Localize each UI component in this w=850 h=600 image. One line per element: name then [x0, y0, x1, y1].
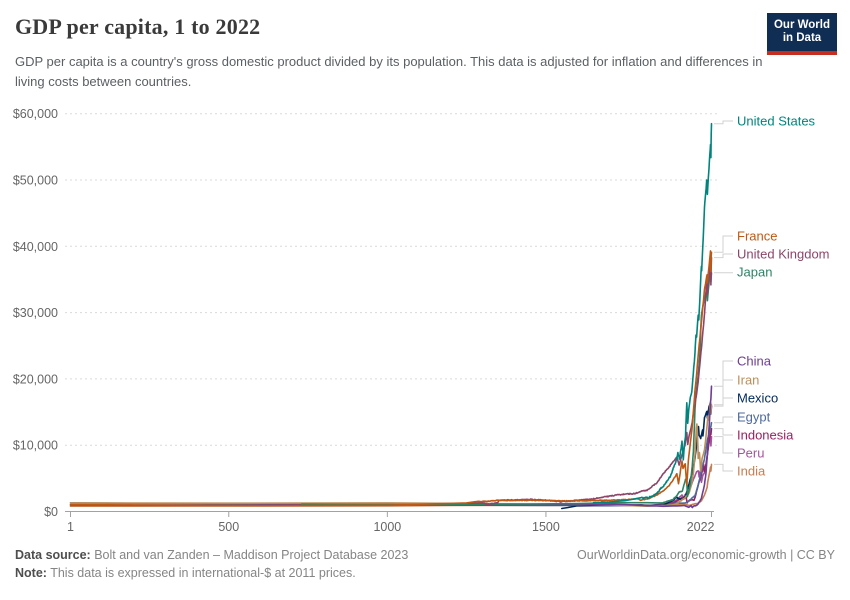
owid-logo[interactable]: Our World in Data [767, 13, 837, 55]
y-tick-label: $60,000 [13, 107, 58, 121]
label-connector-iran [714, 379, 733, 406]
series-lines [69, 122, 713, 510]
label-connector-india [714, 463, 733, 472]
x-tick-label: 1500 [532, 520, 560, 534]
line-iran[interactable] [69, 403, 713, 508]
note-line: Note: This data is expressed in internat… [15, 564, 835, 582]
x-axis: 1 500 1000 1500 2022 [65, 511, 715, 534]
y-tick-label: $30,000 [13, 306, 58, 320]
line-france[interactable] [69, 250, 713, 507]
label-connector-indonesia [714, 428, 733, 436]
label-connector-united-states [714, 120, 733, 125]
data-source-label: Data source: [15, 548, 91, 562]
y-tick-label: $50,000 [13, 174, 58, 188]
owid-logo-line2: in Data [782, 32, 822, 44]
label-connector-france [714, 235, 733, 253]
data-source-line: Data source: Bolt and van Zanden – Maddi… [15, 546, 835, 564]
x-tick-label: 1 [67, 520, 74, 534]
x-tick-label: 500 [218, 520, 239, 534]
series-label-peru[interactable]: Peru [737, 446, 764, 461]
line-egypt[interactable] [69, 421, 713, 507]
line-china[interactable] [69, 385, 713, 509]
chart-subtitle: GDP per capita is a country's gross dome… [15, 54, 763, 89]
label-connector-china [714, 360, 733, 387]
gridlines: $0 $10,000 $20,000 $30,000 $40,000 $50,000 $60… [13, 107, 718, 519]
y-tick-label: $40,000 [13, 240, 58, 254]
note-text: This data is expressed in international-… [46, 566, 356, 580]
note-label: Note: [15, 566, 47, 580]
line-united-states[interactable] [592, 122, 713, 504]
series-label-japan[interactable]: Japan [737, 265, 772, 280]
y-tick-label: $0 [44, 505, 58, 519]
label-connector-united-kingdom [714, 253, 733, 259]
chart-canvas: $0 $10,000 $20,000 $30,000 $40,000 $50,000 $60… [13, 107, 830, 534]
series-label-iran[interactable]: Iran [737, 373, 759, 388]
y-tick-label: $10,000 [13, 439, 58, 453]
x-tick-label: 1000 [373, 520, 401, 534]
label-connector-peru [714, 436, 733, 454]
data-source-text: Bolt and van Zanden – Maddison Project D… [90, 548, 409, 562]
line-japan[interactable] [300, 271, 713, 506]
series-label-egypt[interactable]: Egypt [737, 410, 771, 425]
series-label-united-kingdom[interactable]: United Kingdom [737, 247, 830, 262]
chart-footer: Data source: Bolt and van Zanden – Maddi… [15, 546, 835, 582]
series-label-china[interactable]: China [737, 354, 772, 369]
y-tick-label: $20,000 [13, 372, 58, 386]
line-united-kingdom[interactable] [466, 256, 713, 506]
owid-logo-line1: Our World [773, 19, 830, 31]
x-tick-label: 2022 [687, 520, 715, 534]
label-connector-egypt [714, 416, 733, 424]
series-label-france[interactable]: France [737, 229, 777, 244]
series-label-mexico[interactable]: Mexico [737, 391, 778, 406]
series-label-india[interactable]: India [737, 464, 766, 479]
credit-link[interactable]: OurWorldinData.org/economic-growth | CC … [577, 548, 835, 562]
page-title: GDP per capita, 1 to 2022 [15, 14, 261, 39]
series-label-united-states[interactable]: United States [737, 114, 816, 129]
series-labels: United States France United Kingdom Japan Ch… [714, 114, 830, 479]
series-label-indonesia[interactable]: Indonesia [737, 428, 794, 443]
label-connector-mexico [714, 397, 733, 407]
